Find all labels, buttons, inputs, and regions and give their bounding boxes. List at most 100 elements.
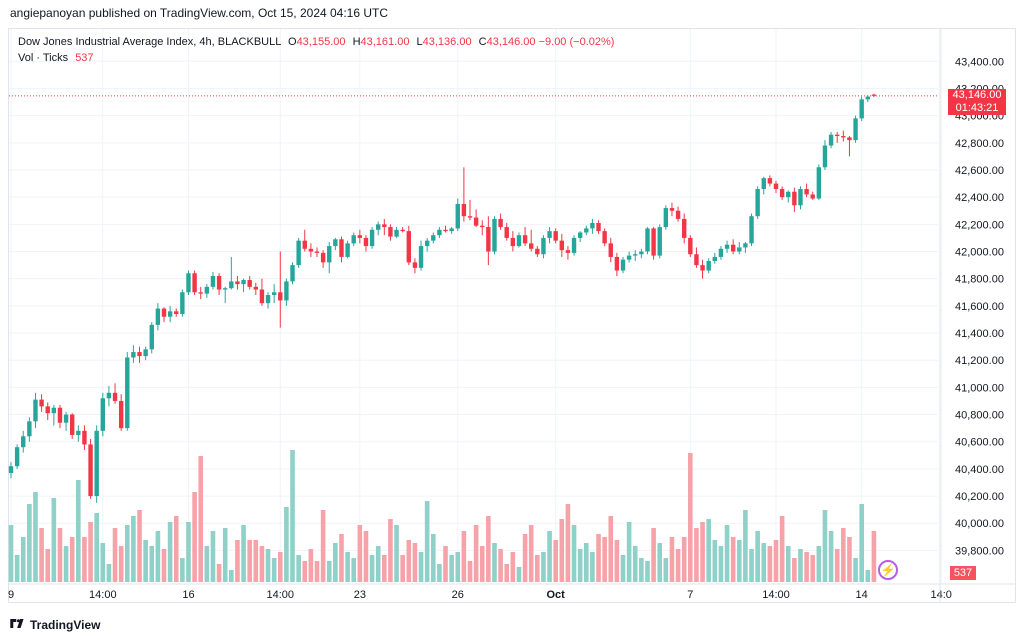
volume-bar (596, 534, 601, 582)
volume-bar (149, 546, 155, 582)
y-tick-label: 43,400.00 (955, 56, 1004, 68)
candle-body (302, 240, 307, 249)
candle-body (161, 308, 167, 317)
x-tick-label: Oct (547, 589, 566, 601)
candle-body (865, 96, 870, 100)
candle-body (278, 292, 283, 301)
volume-bar (785, 546, 791, 582)
volume-bar (290, 450, 295, 582)
volume-bar (63, 546, 69, 582)
candle-body (265, 294, 271, 304)
close-value: 43,146.00 (486, 36, 536, 48)
candle-body (259, 289, 265, 304)
y-tick-label: 41,800.00 (955, 274, 1004, 286)
publisher-line: angiepanoyan published on TradingView.co… (10, 6, 389, 20)
volume-bar (871, 531, 877, 582)
candle-body (149, 324, 154, 350)
x-tick-label: 23 (354, 589, 366, 601)
volume-bar (27, 504, 32, 582)
candle-body (535, 248, 540, 255)
volume-bar (675, 549, 681, 582)
candle-body (204, 286, 210, 294)
x-tick-label: 14 (856, 589, 868, 601)
volume-bar (302, 561, 308, 582)
candle-body (529, 243, 534, 249)
candle-body (106, 392, 112, 399)
volume-bar (798, 549, 803, 582)
volume-bar (706, 519, 711, 582)
x-tick-label: 14:00 (762, 589, 790, 601)
volume-bar (14, 555, 20, 582)
symbol-label[interactable]: Dow Jones Industrial Average Index, 4h, … (18, 36, 281, 48)
volume-bar (804, 552, 809, 582)
candle-body (620, 259, 626, 271)
candle-body (779, 189, 785, 198)
x-tick-label: 14:00 (267, 589, 295, 601)
candle-body (590, 222, 595, 229)
volume-bar (767, 546, 773, 582)
volume-bar (743, 510, 748, 582)
volume-bar (590, 552, 595, 582)
volume-bar (161, 549, 167, 582)
volume-bar (345, 552, 350, 582)
y-tick-label: 39,800.00 (955, 545, 1004, 557)
y-tick-label: 42,400.00 (955, 192, 1004, 204)
volume-bar (320, 510, 326, 582)
candle-body (57, 407, 63, 423)
x-tick-label: 16 (182, 589, 194, 601)
volume-bar (571, 525, 577, 582)
volume-bar (57, 528, 63, 582)
candle-body (167, 311, 173, 317)
volume-bar (828, 531, 834, 582)
candle-body (118, 400, 124, 429)
volume-bar (730, 537, 736, 582)
volume-bar (357, 525, 363, 582)
volume-bar (124, 525, 130, 582)
volume-bar (167, 522, 173, 582)
candle-body (700, 265, 705, 271)
volume-label[interactable]: Vol · Ticks (18, 52, 69, 64)
volume-bar (681, 537, 687, 582)
volume-bar (749, 549, 754, 582)
x-tick-label: 26 (452, 589, 464, 601)
candle-body (418, 246, 424, 268)
volume-bar (510, 552, 516, 582)
candle-body (602, 231, 607, 244)
volume-bar (112, 528, 118, 582)
lightning-icon[interactable]: ⚡ (878, 560, 898, 580)
candle-body (192, 273, 197, 293)
candle-body (828, 134, 834, 146)
y-tick-label: 42,000.00 (955, 247, 1004, 259)
volume-bar (400, 555, 405, 582)
candle-body (400, 229, 405, 232)
volume-bar (296, 555, 301, 582)
volume-bar (247, 540, 252, 582)
candle-body (633, 254, 638, 256)
volume-bar (271, 558, 277, 582)
volume-bar (192, 492, 197, 582)
volume-bar (326, 561, 332, 582)
volume-bar (657, 543, 663, 582)
candle-body (235, 281, 240, 285)
volume-bar (229, 570, 234, 582)
volume-bar (541, 552, 546, 582)
candle-body (755, 189, 760, 217)
volume-bar (339, 534, 344, 582)
candle-body (835, 134, 840, 137)
candle-body (486, 227, 491, 252)
volume-bar (314, 561, 320, 582)
candle-body (577, 232, 583, 238)
candle-body (155, 308, 161, 325)
volume-bar (663, 558, 669, 582)
candle-body (327, 246, 332, 263)
volume-bar (363, 531, 369, 582)
chart-frame[interactable] (8, 28, 1016, 603)
candle-body (94, 430, 99, 497)
volume-bar (779, 516, 785, 582)
candle-body (82, 430, 87, 445)
low-value: 43,136.00 (422, 36, 472, 48)
candle-body (743, 243, 748, 248)
footer-brand[interactable]: TradingView (10, 618, 100, 632)
candle-body (859, 99, 864, 119)
